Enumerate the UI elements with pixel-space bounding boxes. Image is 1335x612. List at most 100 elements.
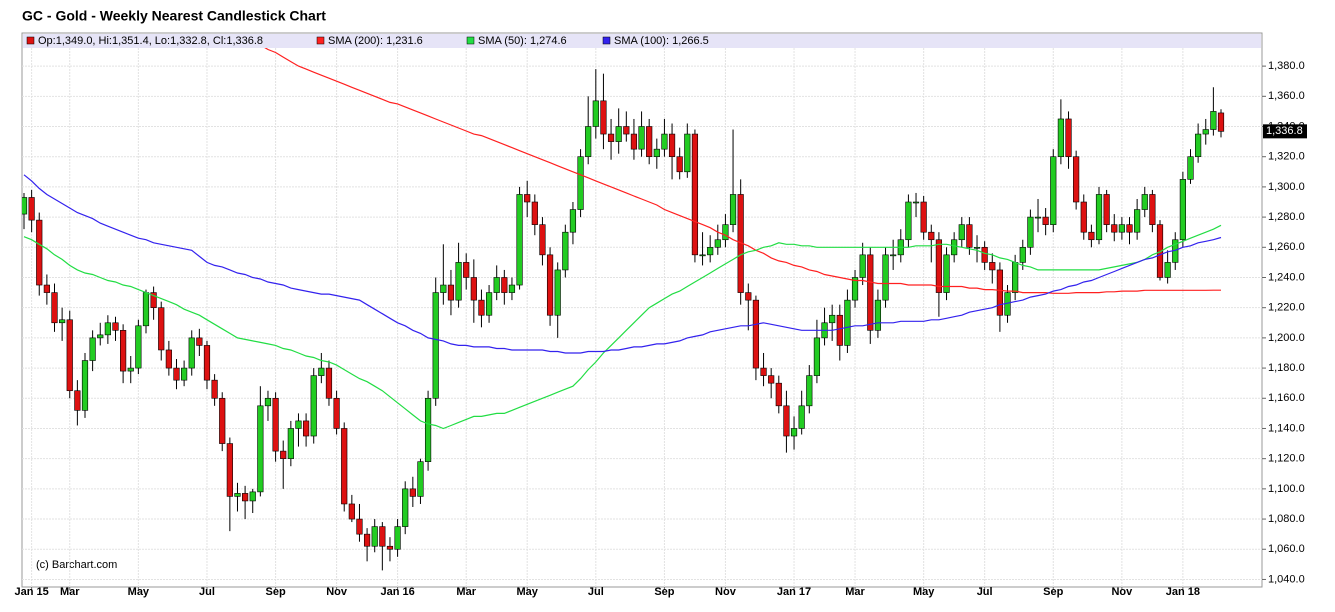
candle-body (607, 133, 615, 142)
candle-body (836, 314, 843, 346)
plot-area (22, 48, 1225, 571)
candle-body (790, 428, 798, 437)
candle-body (1103, 194, 1110, 225)
x-tick-label: Sep (654, 586, 674, 598)
y-tick-label: 1,160.0 (1268, 392, 1305, 404)
candle-body (112, 322, 119, 331)
candle-body (562, 231, 569, 271)
candle-body (867, 254, 874, 331)
y-tick-label: 1,280.0 (1268, 211, 1305, 223)
legend-ohlc: Op:1,349.0, Hi:1,351.4, Lo:1,332.8, Cl:1… (38, 35, 263, 47)
candle-body (363, 533, 371, 547)
candle-body (432, 292, 439, 399)
candle-body (1042, 216, 1049, 225)
candle-body (874, 299, 882, 331)
candle-body (188, 337, 195, 369)
x-tick-label: Jul (588, 586, 604, 598)
x-tick-label: May (128, 586, 150, 598)
candle-body (882, 254, 889, 301)
y-tick-label: 1,040.0 (1268, 573, 1305, 585)
candle-body (935, 239, 943, 293)
candle-body (28, 197, 35, 221)
x-tick-label: Jan 17 (777, 586, 811, 598)
candle-body (424, 397, 432, 462)
candle-body (1019, 246, 1026, 263)
legend-band (23, 34, 1261, 48)
candle-body (981, 246, 988, 263)
candle-body (1187, 156, 1194, 180)
candle-body (1156, 224, 1164, 278)
candle-body (539, 224, 546, 256)
x-tick-label: Jan 18 (1166, 586, 1200, 598)
candle-body (440, 284, 447, 293)
legend-entry: SMA (200): 1,231.6 (328, 35, 423, 47)
candle-body (485, 292, 493, 316)
candle-body (996, 269, 1003, 316)
candle-body (844, 299, 851, 346)
candle-body (676, 156, 683, 173)
candle-body (585, 126, 592, 158)
candle-body (74, 390, 81, 411)
x-tick-label: Nov (1111, 586, 1133, 598)
legend-entry: SMA (100): 1,266.5 (614, 35, 709, 47)
candle-body (508, 284, 516, 293)
candle-body (257, 405, 264, 493)
candle-body (356, 518, 363, 535)
candle-body (1088, 231, 1095, 241)
candle-body (973, 246, 981, 249)
candle-body (691, 133, 699, 256)
x-tick-label: Nov (326, 586, 348, 598)
candle-body (989, 262, 996, 271)
legend-swatch (602, 36, 611, 45)
y-tick-label: 1,100.0 (1268, 483, 1305, 495)
candle-body (66, 319, 73, 392)
sma-line (264, 48, 1221, 294)
candle-body (684, 133, 691, 173)
candle-body (181, 367, 188, 381)
y-tick-label: 1,360.0 (1268, 90, 1305, 102)
candle-body (661, 133, 668, 150)
candle-body (493, 277, 500, 293)
last-price-label: 1,336.8 (1266, 125, 1303, 137)
candle-body (813, 337, 821, 376)
candle-body (1141, 194, 1148, 210)
y-tick-label: 1,300.0 (1268, 181, 1305, 193)
candle-body (729, 194, 737, 225)
candle-body (1073, 156, 1080, 203)
candle-body (325, 367, 333, 399)
candle-body (1126, 224, 1133, 233)
candle-body (242, 493, 249, 502)
candle-body (1057, 118, 1064, 158)
candle-body (943, 254, 950, 293)
candle-body (1149, 194, 1156, 225)
candle-body (1095, 194, 1103, 241)
candle-body (707, 246, 714, 256)
candle-body (455, 262, 462, 301)
candle-body (226, 443, 233, 497)
x-tick-label: Jul (977, 586, 993, 598)
candle-body (760, 367, 767, 376)
y-tick-label: 1,200.0 (1268, 332, 1305, 344)
candle-body (302, 420, 310, 437)
legend-swatch (316, 36, 325, 45)
y-tick-label: 1,380.0 (1268, 60, 1305, 72)
candle-body (142, 292, 150, 327)
candle-body (219, 397, 226, 444)
x-tick-label: Sep (266, 586, 286, 598)
candle-body (912, 201, 920, 204)
candle-body (203, 345, 211, 381)
x-tick-label: Mar (845, 586, 865, 598)
candle-body (81, 360, 89, 411)
candle-body (577, 156, 584, 210)
candle-body (928, 231, 935, 241)
candle-body (43, 284, 50, 293)
candle-body (638, 126, 645, 150)
candle-body (699, 254, 706, 257)
candle-body (592, 100, 599, 127)
candle-body (1080, 201, 1087, 233)
candle-body (905, 201, 912, 241)
candle-body (51, 292, 58, 324)
x-tick-label: May (516, 586, 538, 598)
candle-body (668, 133, 676, 158)
